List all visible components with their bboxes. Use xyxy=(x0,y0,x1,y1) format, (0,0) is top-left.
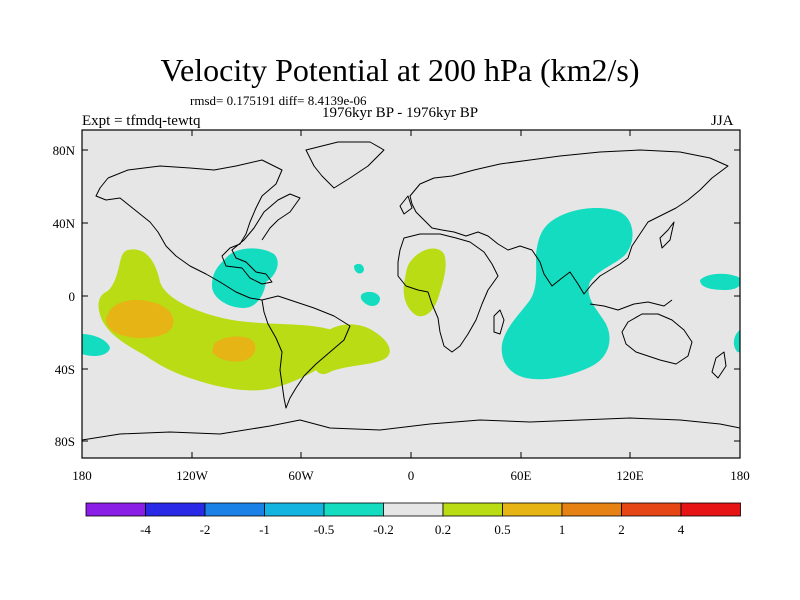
caribbean-negative xyxy=(212,248,278,308)
coastlines xyxy=(82,141,740,441)
colorbar-label-9: 2 xyxy=(618,522,625,537)
lon-label-180e: 180 xyxy=(730,468,750,483)
season-label: JJA xyxy=(711,113,734,129)
west-atlantic-negative-small xyxy=(360,291,380,306)
coast-australia xyxy=(621,313,693,365)
indian-ocean-negative xyxy=(501,208,633,380)
lat-label-80s: 80S xyxy=(55,434,75,449)
colorbar-box-7 xyxy=(442,502,503,517)
coast-new-zealand xyxy=(711,351,727,379)
colorbar-box-1 xyxy=(85,502,146,517)
colorbar: -4 -2 -1 -0.5 -0.2 0.2 0.5 1 2 4 xyxy=(85,502,741,537)
colorbar-label-7: 0.5 xyxy=(494,522,510,537)
lat-label-40n: 40N xyxy=(53,216,76,231)
coast-greenland xyxy=(305,141,385,189)
colorbar-label-6: 0.2 xyxy=(435,522,451,537)
colorbar-label-8: 1 xyxy=(559,522,566,537)
colorbar-box-8 xyxy=(502,502,563,517)
central-pacific-positive xyxy=(98,249,342,391)
west-pacific-negative xyxy=(700,273,740,290)
west-africa-positive xyxy=(403,248,446,317)
colorbar-box-10 xyxy=(621,502,682,517)
coast-alaska-west xyxy=(95,177,263,301)
lon-label-60w: 60W xyxy=(288,468,314,483)
lat-label-0: 0 xyxy=(69,289,76,304)
east-pacific-core-b xyxy=(212,336,256,362)
caribbean-negative-small xyxy=(354,263,364,274)
coast-madagascar xyxy=(493,309,505,335)
lat-label-80n: 80N xyxy=(53,143,76,158)
colorbar-label-1: -4 xyxy=(140,522,151,537)
colorbar-box-6 xyxy=(383,502,444,517)
colorbar-box-5 xyxy=(323,502,384,517)
colorbar-label-3: -1 xyxy=(259,522,270,537)
coast-north-america xyxy=(107,159,301,285)
colorbar-box-3 xyxy=(204,502,265,517)
coast-japan xyxy=(659,221,675,249)
lon-label-180w: 180 xyxy=(72,468,92,483)
colorbar-label-2: -2 xyxy=(200,522,211,537)
coast-eurasia xyxy=(409,149,729,295)
coast-uk xyxy=(399,195,413,215)
coast-antarctica xyxy=(82,417,740,441)
coast-south-america xyxy=(261,295,351,409)
period-label: 1976kyr BP - 1976kyr BP xyxy=(321,105,479,121)
colorbar-box-9 xyxy=(561,502,622,517)
experiment-label: Expt = tfmdq-tewtq xyxy=(82,113,201,129)
longitude-axis: 180 120W 60W 0 60E 120E 180 xyxy=(72,130,750,483)
east-pacific-core-a xyxy=(106,299,174,338)
chart-title: Velocity Potential at 200 hPa (km2/s) xyxy=(160,52,640,88)
dateline-negative-west xyxy=(82,334,110,356)
colorbar-box-11 xyxy=(680,502,741,517)
lon-label-0: 0 xyxy=(408,468,415,483)
colorbar-label-4: -0.5 xyxy=(314,522,335,537)
coast-africa xyxy=(397,233,499,353)
south-atlantic-positive xyxy=(313,324,390,375)
lon-label-120w: 120W xyxy=(176,468,209,483)
colorbar-box-2 xyxy=(145,502,206,517)
colorbar-box-4 xyxy=(264,502,325,517)
lon-label-120e: 120E xyxy=(616,468,644,483)
colorbar-label-5: -0.2 xyxy=(373,522,394,537)
colorbar-label-10: 4 xyxy=(678,522,685,537)
latitude-axis: 80N 40N 0 40S 80S xyxy=(53,143,740,449)
dateline-negative-east xyxy=(733,330,740,353)
lat-label-40s: 40S xyxy=(55,362,75,377)
rmsd-diff-label: rmsd= 0.175191 diff= 8.4139e-06 xyxy=(190,93,367,108)
lon-label-60e: 60E xyxy=(511,468,532,483)
coast-indonesia xyxy=(589,299,673,311)
